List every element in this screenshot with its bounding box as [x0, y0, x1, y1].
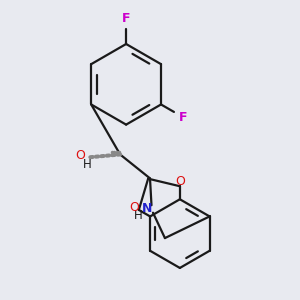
- Text: H: H: [83, 158, 92, 170]
- Text: F: F: [122, 12, 130, 25]
- Text: O: O: [129, 201, 139, 214]
- Text: H: H: [134, 209, 143, 222]
- Text: O: O: [75, 149, 85, 163]
- Text: O: O: [175, 175, 185, 188]
- Text: N: N: [142, 202, 152, 215]
- Text: F: F: [179, 111, 187, 124]
